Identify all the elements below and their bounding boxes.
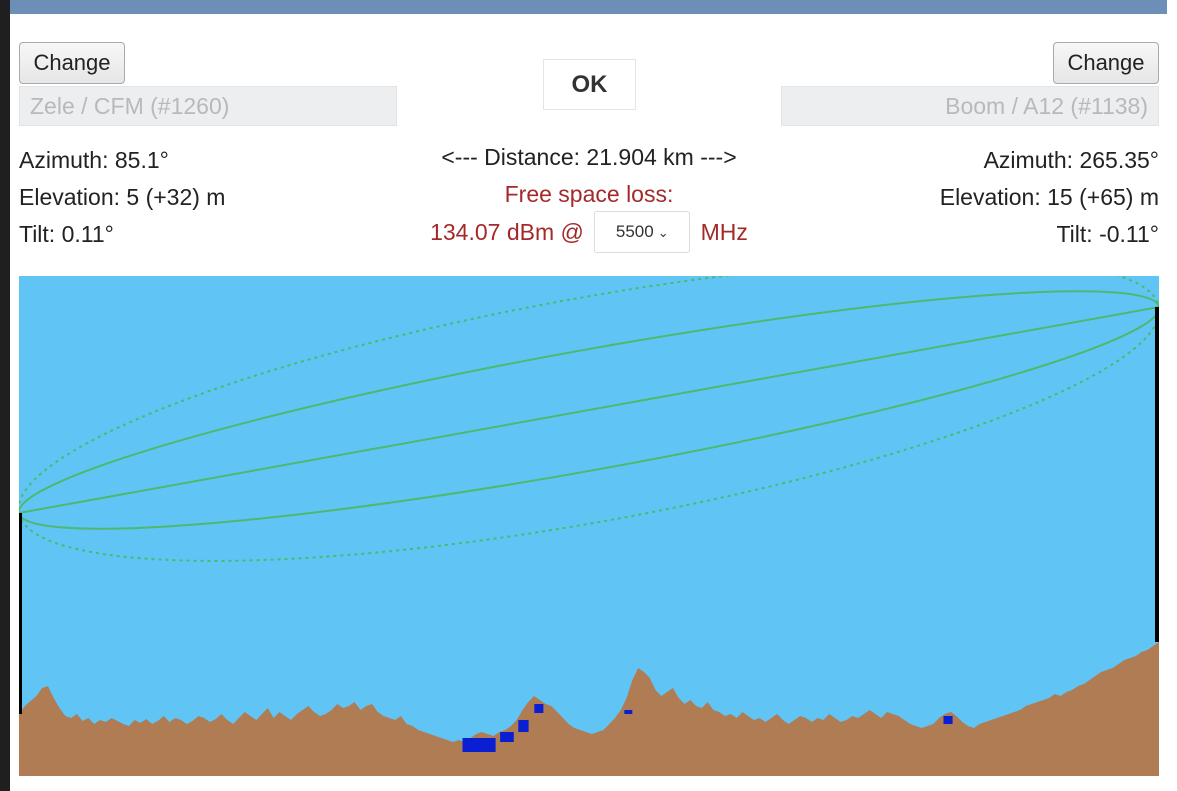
distance-readout: <--- Distance: 21.904 km ---> [441,144,737,170]
left-azimuth: Azimuth: 85.1° [19,147,169,173]
line-of-sight [19,306,1159,514]
change-site-right-button[interactable]: Change [1053,42,1159,84]
top-bar [10,0,1167,14]
right-tilt: Tilt: -0.11° [1056,221,1159,247]
free-space-loss-label: Free space loss: [504,181,674,207]
chevron-down-icon: ⌄ [657,225,669,240]
water-body [518,720,529,732]
left-mast [19,513,22,714]
water-body [500,732,514,742]
ok-button[interactable]: OK [543,59,636,110]
loss-value: 134.07 dBm @ [430,219,584,246]
left-elevation: Elevation: 5 (+32) m [19,184,226,210]
water-body [462,738,496,752]
window-right-edge [1167,0,1177,791]
elevation-profile-canvas [19,276,1159,776]
right-site-info: Azimuth: 265.35° Elevation: 15 (+65) m T… [940,142,1159,253]
frequency-value: 5500 [615,222,654,241]
terrain-profile [19,642,1159,776]
loss-row: 134.07 dBm @ 5500 ⌄ MHz [400,211,778,255]
water-body [943,716,953,724]
left-tilt: Tilt: 0.11° [19,221,114,247]
window-left-edge [0,0,10,791]
right-azimuth: Azimuth: 265.35° [983,147,1159,173]
left-site-info: Azimuth: 85.1° Elevation: 5 (+32) m Tilt… [19,142,225,253]
right-mast [1155,307,1159,642]
site-right-field[interactable]: Boom / A12 (#1138) [781,86,1159,126]
frequency-select[interactable]: 5500 ⌄ [594,211,691,253]
water-body [534,704,544,713]
site-left-field[interactable]: Zele / CFM (#1260) [19,86,397,126]
frequency-unit: MHz [700,219,748,246]
right-elevation: Elevation: 15 (+65) m [939,184,1159,210]
water-bodies [462,704,953,752]
link-info: <--- Distance: 21.904 km ---> Free space… [400,139,778,255]
change-site-left-button[interactable]: Change [19,42,125,84]
sky-background [19,276,1159,776]
water-body [624,710,633,714]
